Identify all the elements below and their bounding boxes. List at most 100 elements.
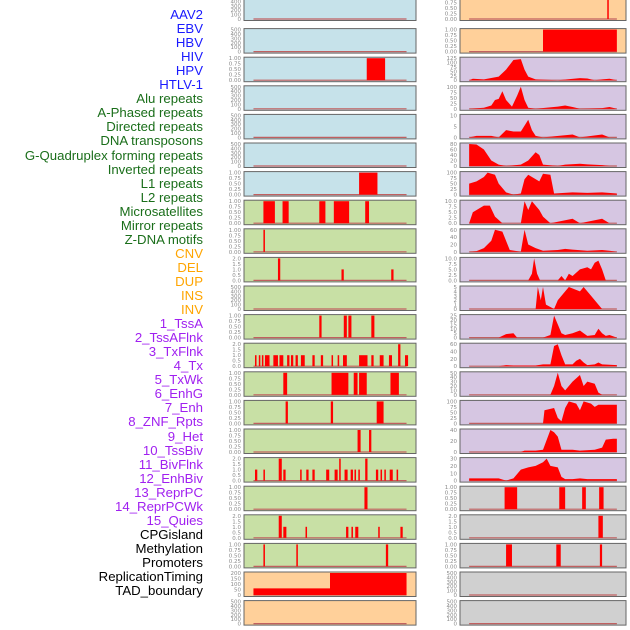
signal-bar <box>300 355 305 367</box>
track-label: Z-DNA motifs <box>124 231 203 247</box>
y-tick-label: 0.25 <box>229 244 242 250</box>
y-tick-label: 0.0 <box>232 364 241 370</box>
track-label: Methylation <box>135 540 203 556</box>
signal-bar <box>319 201 326 224</box>
signal-bar <box>348 315 352 338</box>
signal-bar <box>305 526 308 538</box>
signal-bar <box>287 355 290 367</box>
signal-bar <box>371 355 374 367</box>
y-tick-label: 0.25 <box>445 502 458 508</box>
signal-bar <box>254 355 257 367</box>
y-tick-label: 10.0 <box>445 199 458 205</box>
signal-bar <box>263 201 275 224</box>
y-tick-label: 50 <box>450 371 457 377</box>
y-tick-label: 0.75 <box>445 33 458 39</box>
y-tick-label: 0.0 <box>448 278 457 284</box>
track-label: A-Phased repeats <box>97 105 203 121</box>
y-tick-label: 1.00 <box>229 371 242 377</box>
track-label: Alu repeats <box>136 91 203 107</box>
y-tick-label: 0.0 <box>232 536 241 542</box>
panel-background <box>459 542 627 569</box>
signal-bar <box>400 526 403 538</box>
track-label: 7_Enh <box>164 400 203 416</box>
y-tick-label: 0 <box>238 164 242 170</box>
y-tick-label: 0.00 <box>229 78 242 84</box>
y-tick-label: 0 <box>238 107 242 113</box>
panel-background <box>243 542 417 569</box>
y-tick-label: 15 <box>450 322 457 328</box>
panel-background <box>243 428 417 454</box>
y-tick-label: 2.0 <box>448 514 457 520</box>
panel-background <box>243 142 417 168</box>
track-label: 9_Het <box>167 428 203 444</box>
signal-bar <box>371 315 375 338</box>
y-tick-label: 1.00 <box>229 171 242 177</box>
y-tick-label: 300 <box>231 4 242 10</box>
panel-background <box>243 457 417 483</box>
y-tick-label: 5.0 <box>448 210 457 216</box>
y-tick-label: 0 <box>454 107 458 113</box>
signal-bar <box>359 172 378 195</box>
y-tick-label: 0.5 <box>232 473 241 479</box>
panel-background <box>243 399 417 426</box>
y-tick-label: 50 <box>450 69 457 75</box>
track-label: INV <box>181 302 203 318</box>
y-tick-label: 400 <box>447 575 458 581</box>
y-tick-label: 0.00 <box>229 507 242 513</box>
y-tick-label: 20 <box>450 159 457 165</box>
y-tick-label: 25 <box>450 74 457 80</box>
signal-bar <box>312 469 315 481</box>
track-label: 4_Tx <box>173 358 203 374</box>
signal-bar <box>300 469 302 481</box>
y-tick-label: 1.5 <box>232 262 241 268</box>
panel-background <box>459 0 627 21</box>
y-tick-label: 0 <box>238 307 242 313</box>
y-tick-label: 1 <box>454 303 458 309</box>
y-tick-label: 0.50 <box>229 410 242 416</box>
y-tick-label: 200 <box>231 613 242 619</box>
signal-area <box>469 430 617 452</box>
y-tick-label: 0.00 <box>229 193 242 199</box>
y-tick-label: 0.25 <box>229 187 242 193</box>
signal-bar <box>296 544 298 567</box>
y-tick-label: 0.0 <box>232 278 241 284</box>
signal-bar <box>263 229 265 252</box>
y-tick-label: 0 <box>454 393 458 399</box>
y-tick-label: 0.50 <box>229 382 242 388</box>
y-tick-label: 25 <box>450 314 457 320</box>
signal-bar <box>341 269 344 281</box>
signal-bar <box>391 269 394 281</box>
y-tick-label: 0.0 <box>448 221 457 227</box>
signal-bar <box>388 355 392 367</box>
y-tick-label: 1.0 <box>232 267 241 273</box>
track-label: Microsatellites <box>119 203 203 219</box>
y-tick-label: 0.50 <box>445 39 458 45</box>
y-tick-label: 100 <box>447 61 458 67</box>
signal-bar <box>369 430 372 452</box>
y-tick-label: 40 <box>450 153 457 159</box>
y-tick-label: 60 <box>450 342 457 348</box>
y-tick-label: 125 <box>447 56 458 62</box>
track-label: Promoters <box>142 554 203 570</box>
y-tick-label: 80 <box>450 142 457 148</box>
y-tick-label: 0.25 <box>229 445 242 451</box>
y-tick-label: 300 <box>231 36 242 42</box>
signal-area <box>469 119 610 138</box>
signal-bar <box>295 355 298 367</box>
y-tick-label: 0 <box>454 250 458 256</box>
signal-area <box>469 401 617 424</box>
signal-bar <box>364 487 368 510</box>
signal-area <box>469 315 617 338</box>
track-label: 11_BivFlnk <box>138 456 203 472</box>
y-tick-label: 0.75 <box>445 1 458 7</box>
y-tick-label: 7.5 <box>448 262 457 268</box>
track-label: CNV <box>175 245 203 261</box>
y-tick-label: 3 <box>454 294 458 300</box>
y-tick-label: 300 <box>231 122 242 128</box>
y-tick-label: 0.25 <box>445 12 458 18</box>
signal-area <box>469 258 606 281</box>
signal-bar <box>379 355 384 367</box>
track-label: Directed repeats <box>106 119 203 135</box>
y-tick-label: 0.25 <box>229 330 242 336</box>
